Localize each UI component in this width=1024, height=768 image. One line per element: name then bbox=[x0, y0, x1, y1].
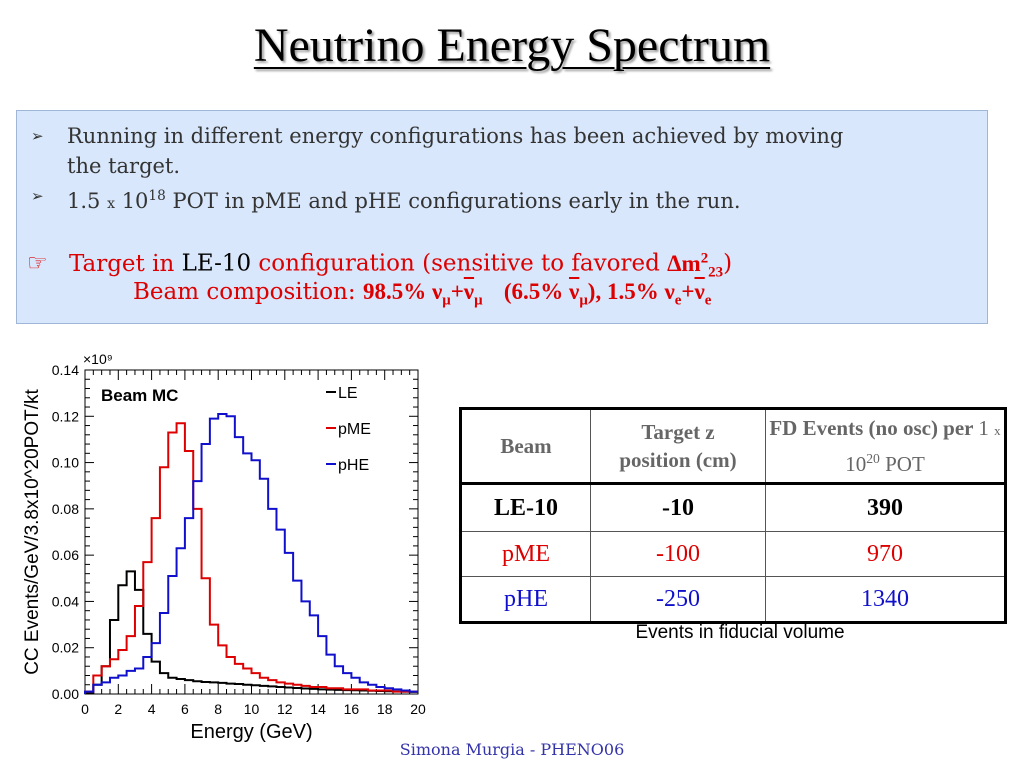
x-tick-label: 2 bbox=[114, 701, 122, 717]
header-beam: Beam bbox=[460, 408, 591, 485]
y-axis-label: CC Events/GeV/3.8x10^20POT/kt bbox=[22, 388, 43, 674]
series-phe-line bbox=[84, 412, 418, 694]
chart-label: Beam MC bbox=[101, 386, 178, 405]
bullet-1-line-1: Running in different energy configuratio… bbox=[67, 124, 844, 148]
y-tick-label: 0.06 bbox=[52, 547, 79, 563]
x-tick-label: 16 bbox=[344, 701, 360, 717]
table-row: pHE -250 1340 bbox=[460, 576, 1006, 623]
x-tick-label: 6 bbox=[181, 701, 189, 717]
x-tick-label: 18 bbox=[377, 701, 393, 717]
x-tick-label: 4 bbox=[148, 701, 156, 717]
cell-z: -10 bbox=[590, 483, 766, 532]
y-tick-label: 0.02 bbox=[52, 640, 79, 656]
x-tick-label: 20 bbox=[410, 701, 426, 717]
cell-z: -250 bbox=[590, 576, 766, 623]
x-tick-label: 0 bbox=[81, 701, 89, 717]
x-tick-label: 14 bbox=[310, 701, 326, 717]
cell-beam: LE-10 bbox=[460, 483, 591, 532]
y-tick-label: 0.12 bbox=[52, 408, 79, 424]
plot-frame bbox=[84, 369, 419, 695]
cell-beam: pHE bbox=[460, 576, 591, 623]
beam-config-table: Beam Target z position (cm) FD Events (n… bbox=[459, 407, 1007, 624]
legend-label: pHE bbox=[338, 457, 369, 474]
highlight-line: ☞ Target in LE-10 configuration (sensiti… bbox=[27, 250, 733, 281]
table-row: pME -100 970 bbox=[460, 531, 1006, 577]
cell-beam: pME bbox=[460, 531, 591, 577]
beam-composition-line: Beam composition: 98.5% νμ+νμ (6.5% νμ),… bbox=[133, 279, 712, 309]
cell-z: -100 bbox=[590, 531, 766, 577]
bullet-2-text: 1.5 x 1018 POT in pME and pHE configurat… bbox=[67, 188, 741, 213]
cell-events: 1340 bbox=[765, 576, 1006, 623]
legend-label: pME bbox=[338, 421, 371, 438]
cell-events: 970 bbox=[765, 531, 1006, 577]
hand-pointer-icon: ☞ bbox=[27, 250, 48, 277]
chart-svg: 0.00 0.02 0.04 0.06 0.08 0.10 0.12 0.14 0 2 4 6 8 10 1… bbox=[22, 351, 426, 743]
y-tick-label: 0.14 bbox=[52, 362, 79, 378]
bullet-1-line-2: the target. bbox=[67, 154, 181, 178]
series-pme-line bbox=[84, 422, 418, 694]
x-axis-label: Energy (GeV) bbox=[190, 721, 312, 743]
arrow-bullet-icon: ➢ bbox=[31, 127, 44, 145]
table-caption: Events in fiducial volume bbox=[635, 622, 845, 643]
legend-label: LE bbox=[338, 385, 358, 402]
table-row: LE-10 -10 390 bbox=[460, 483, 1006, 532]
slide-title: Neutrino Energy Spectrum bbox=[253, 19, 771, 72]
header-fd-events: FD Events (no osc) per 1 x 1020 POT bbox=[765, 408, 1006, 485]
y-tick-label: 0.08 bbox=[52, 501, 79, 517]
x-tick-label: 8 bbox=[214, 701, 222, 717]
x-tick-label: 10 bbox=[244, 701, 260, 717]
x-tick-label: 12 bbox=[277, 701, 293, 717]
header-target-z: Target z position (cm) bbox=[590, 408, 766, 485]
slide-footer: Simona Murgia - PHENO06 bbox=[399, 740, 625, 759]
table-header-row: Beam Target z position (cm) FD Events (n… bbox=[460, 408, 1006, 485]
y-multiplier: ×10⁹ bbox=[83, 351, 113, 367]
arrow-bullet-icon: ➢ bbox=[31, 187, 44, 205]
energy-spectrum-chart: 0.00 0.02 0.04 0.06 0.08 0.10 0.12 0.14 0 2 4 6 8 10 1… bbox=[18, 344, 438, 749]
cell-events: 390 bbox=[765, 483, 1006, 532]
bullet-box: ➢ Running in different energy configurat… bbox=[16, 110, 988, 324]
y-tick-label: 0.00 bbox=[52, 686, 79, 702]
series-le-line bbox=[84, 570, 418, 694]
y-tick-label: 0.04 bbox=[52, 593, 79, 609]
y-tick-label: 0.10 bbox=[52, 455, 79, 471]
